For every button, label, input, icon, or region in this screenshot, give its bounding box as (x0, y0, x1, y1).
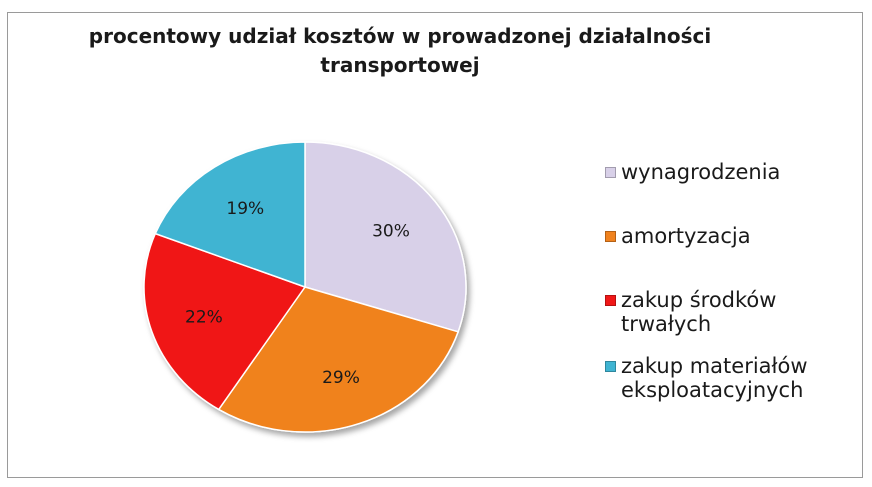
legend-label-3: zakup środków trwałych (621, 288, 851, 336)
legend-label-1: wynagrodzenia (621, 160, 851, 184)
legend-label-3-line-1: zakup środków (621, 288, 777, 312)
legend-swatch-4 (605, 361, 616, 372)
legend-label-3-line-2: trwałych (621, 312, 712, 336)
legend-label-2-line-1: amortyzacja (621, 224, 751, 248)
pie-slice-label-1: 30% (372, 222, 410, 242)
legend-swatch-2 (605, 231, 616, 242)
legend-swatch-3 (605, 295, 616, 306)
chart-title-line-1: procentowy udział kosztów w prowadzonej … (88, 24, 712, 48)
legend-label-4-line-2: eksploatacyjnych (621, 378, 804, 402)
pie-slices (143, 141, 467, 433)
legend-swatch-1 (605, 167, 616, 178)
pie-slice-1 (304, 141, 467, 333)
pie-slice-label-3: 22% (185, 308, 223, 328)
pie-slice-3 (143, 232, 307, 411)
legend-label-4: zakup materiałów eksploatacyjnych (621, 354, 851, 402)
pie-slice-label-4: 19% (226, 199, 264, 219)
pie-slice-label-2: 29% (322, 368, 360, 388)
legend-label-4-line-1: zakup materiałów (621, 354, 808, 378)
pie-slice-4 (154, 141, 306, 289)
pie-slice-2 (217, 286, 460, 433)
chart-title-line-2: transportowej (320, 53, 480, 77)
legend-label-1-line-1: wynagrodzenia (621, 160, 781, 184)
legend-label-2: amortyzacja (621, 224, 851, 248)
chart-title: procentowy udział kosztów w prowadzonej … (40, 22, 760, 80)
